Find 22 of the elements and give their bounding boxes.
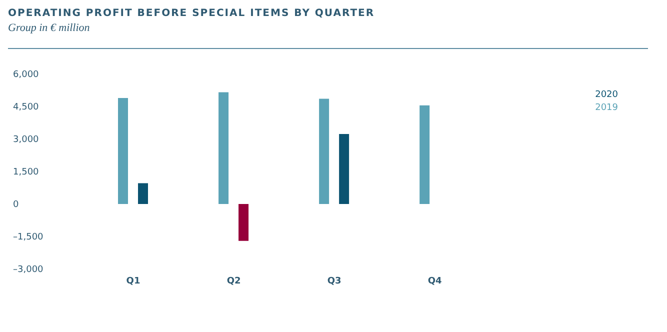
bar	[138, 183, 148, 204]
x-tick-label: Q2	[226, 276, 241, 286]
text: 2019	[595, 102, 618, 115]
bar	[118, 98, 128, 204]
chart-subtitle: Group in € million	[8, 22, 91, 34]
bar	[238, 204, 249, 241]
y-tick-label: 0	[13, 200, 19, 210]
y-tick-label: 3,000	[13, 135, 40, 145]
bar	[420, 105, 430, 204]
y-tick-label: –3,000	[13, 265, 44, 275]
y-tick-label: 1,500	[13, 168, 40, 178]
x-tick-label: Q4	[428, 276, 442, 286]
chart-title: OPERATING PROFIT BEFORE SPECIAL ITEMS BY QUARTER	[8, 8, 376, 19]
x-tick-label: Q1	[126, 276, 140, 286]
y-tick-label: 4,500	[13, 102, 40, 112]
x-tick-label: Q3	[327, 276, 342, 286]
bar	[339, 134, 350, 204]
text: 2020	[595, 89, 618, 102]
y-tick-label: –1,500	[13, 232, 44, 242]
bar	[218, 92, 229, 204]
bar	[319, 98, 330, 204]
y-tick-label: 6,000	[13, 70, 40, 80]
